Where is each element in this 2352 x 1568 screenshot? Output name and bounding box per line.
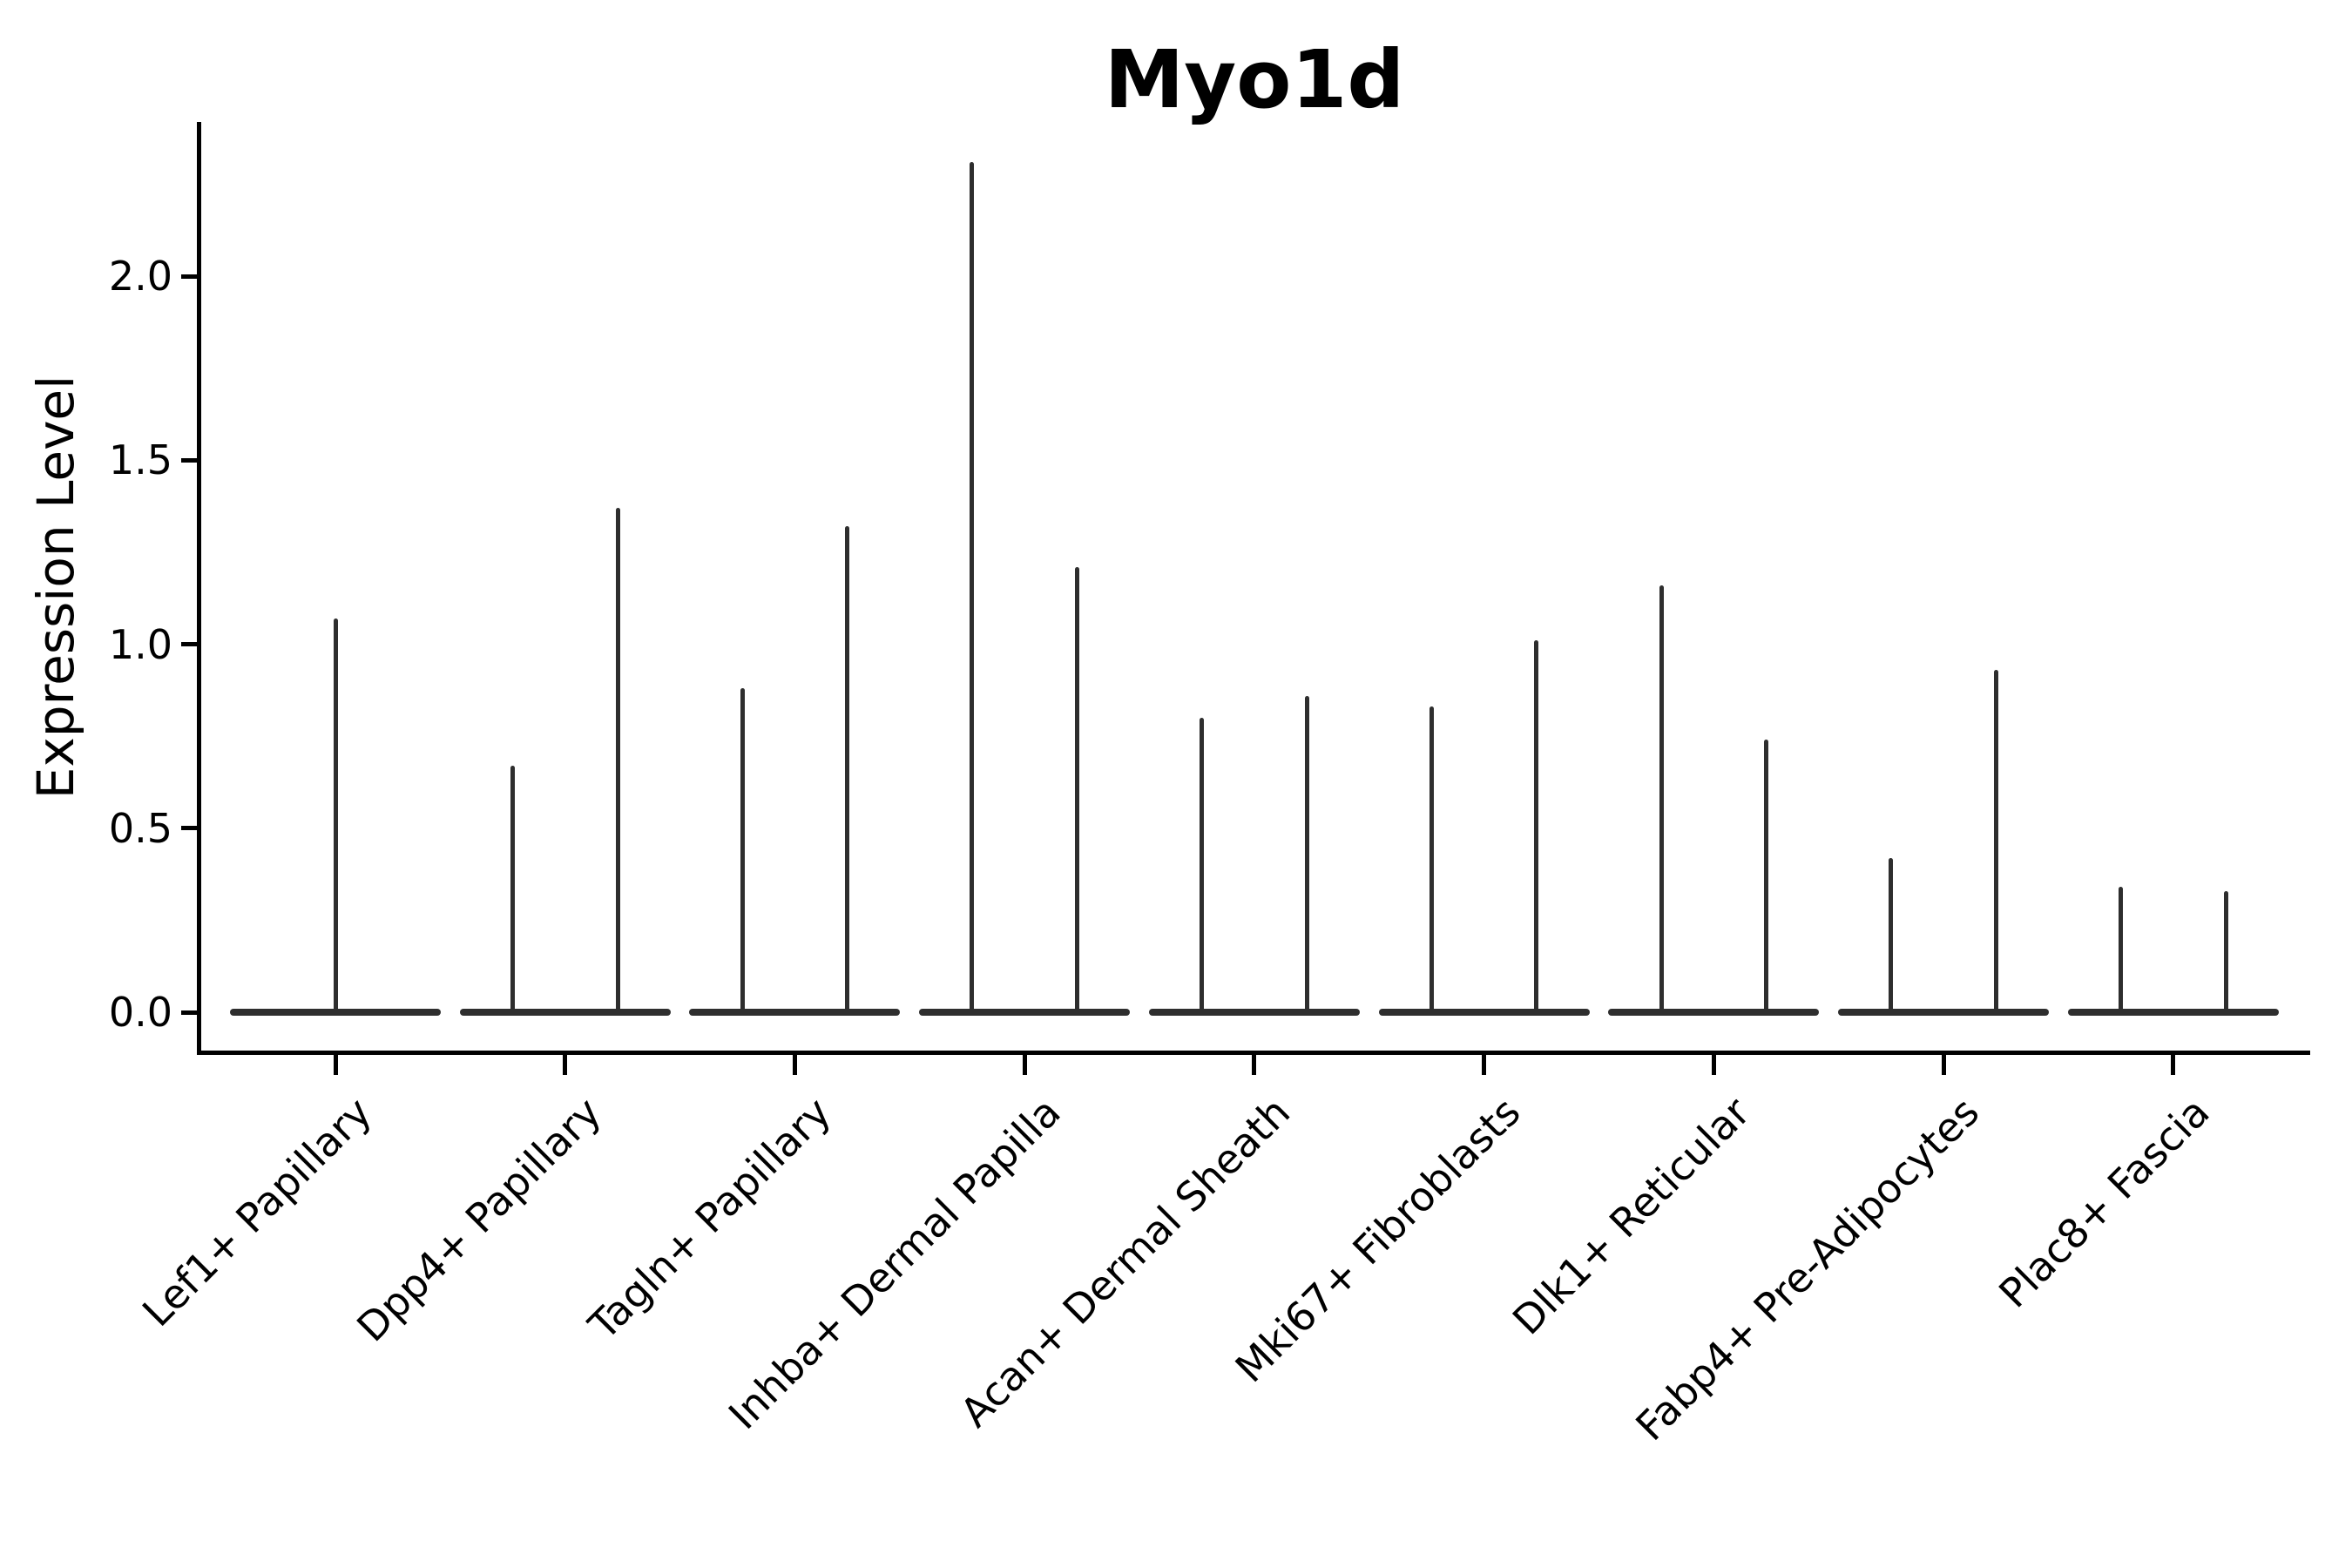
violin-baseline-bar (230, 1009, 441, 1016)
violin-spike (1429, 706, 1434, 1012)
y-tick-mark (181, 826, 197, 831)
x-category-label: Plac8+ Fascia (1989, 1088, 2219, 1317)
x-tick-mark (1022, 1055, 1027, 1075)
y-axis-spine (197, 122, 201, 1055)
violin-spike (615, 508, 620, 1012)
x-category-label: Dlk1+ Reticular (1503, 1088, 1759, 1344)
violin-spike (2118, 887, 2123, 1012)
y-tick-mark (181, 642, 197, 646)
x-tick-mark (1711, 1055, 1716, 1075)
violin-spike (1200, 718, 1205, 1012)
violin-baseline-bar (2067, 1009, 2279, 1016)
x-category-label: Tagln+ Papillary (579, 1088, 840, 1349)
violin-baseline-bar (689, 1009, 901, 1016)
x-category-label: Lef1+ Papillary (132, 1088, 381, 1336)
violin-spike (1074, 566, 1079, 1012)
violin-spike (1993, 670, 1998, 1012)
violin-baseline-bar (1608, 1009, 1820, 1016)
y-tick-label: 0.0 (108, 989, 172, 1036)
x-category-label: Dpp4+ Papillary (347, 1088, 611, 1351)
x-tick-mark (1252, 1055, 1257, 1075)
x-tick-mark (1941, 1055, 1946, 1075)
violin-spike (1889, 857, 1894, 1012)
x-tick-mark (563, 1055, 568, 1075)
y-tick-label: 2.0 (108, 253, 172, 300)
x-tick-mark (2171, 1055, 2176, 1075)
x-tick-mark (1482, 1055, 1487, 1075)
x-tick-mark (333, 1055, 338, 1075)
violin-spike (333, 618, 338, 1012)
violin-spike (2223, 890, 2228, 1012)
y-tick-mark (181, 457, 197, 463)
violin-spike (1534, 640, 1539, 1012)
violin-baseline-bar (919, 1009, 1131, 1016)
violin-spike (1659, 585, 1664, 1012)
violin-spike (845, 526, 850, 1012)
violin-baseline-bar (1378, 1009, 1590, 1016)
violin-spike (510, 765, 515, 1012)
y-tick-mark (181, 1010, 197, 1015)
violin-baseline-bar (1838, 1009, 2050, 1016)
violin-baseline-bar (1148, 1009, 1360, 1016)
violin-spike (1764, 740, 1769, 1012)
violin-spike (1304, 695, 1309, 1012)
y-tick-label: 1.5 (108, 436, 172, 484)
violin-baseline-bar (459, 1009, 671, 1016)
x-tick-mark (792, 1055, 797, 1075)
y-tick-mark (181, 274, 197, 279)
y-tick-label: 0.5 (108, 804, 172, 852)
violin-spike (740, 688, 745, 1012)
x-axis-spine (197, 1051, 2310, 1055)
chart-title: Myo1d (1104, 33, 1405, 126)
y-tick-label: 1.0 (108, 620, 172, 668)
violin-spike (970, 162, 975, 1012)
